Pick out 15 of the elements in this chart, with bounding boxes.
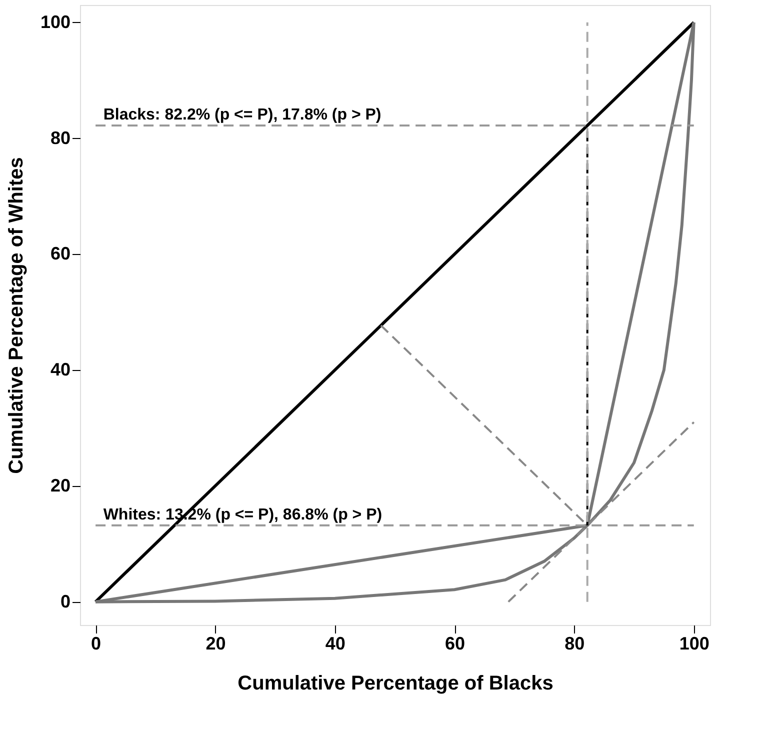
y-tick-label: 20	[50, 475, 70, 496]
y-tick-label: 0	[60, 591, 70, 612]
x-axis-title: Cumulative Percentage of Blacks	[238, 672, 554, 694]
y-tick-label: 100	[40, 12, 70, 32]
ref-line-label: Blacks: 82.2% (p <= P), 17.8% (p > P)	[103, 106, 382, 124]
x-tick-label: 40	[325, 634, 346, 654]
x-tick-label: 20	[206, 634, 226, 654]
y-tick-label: 80	[50, 128, 70, 148]
y-axis-title: Cumulative Percentage of Whites	[5, 157, 28, 474]
y-tick-label: 60	[50, 244, 70, 264]
x-tick-label: 80	[564, 634, 585, 654]
x-tick-label: 0	[91, 634, 102, 654]
y-tick-label: 40	[50, 360, 70, 380]
x-tick-label: 60	[445, 634, 466, 654]
x-tick-label: 100	[679, 634, 710, 654]
